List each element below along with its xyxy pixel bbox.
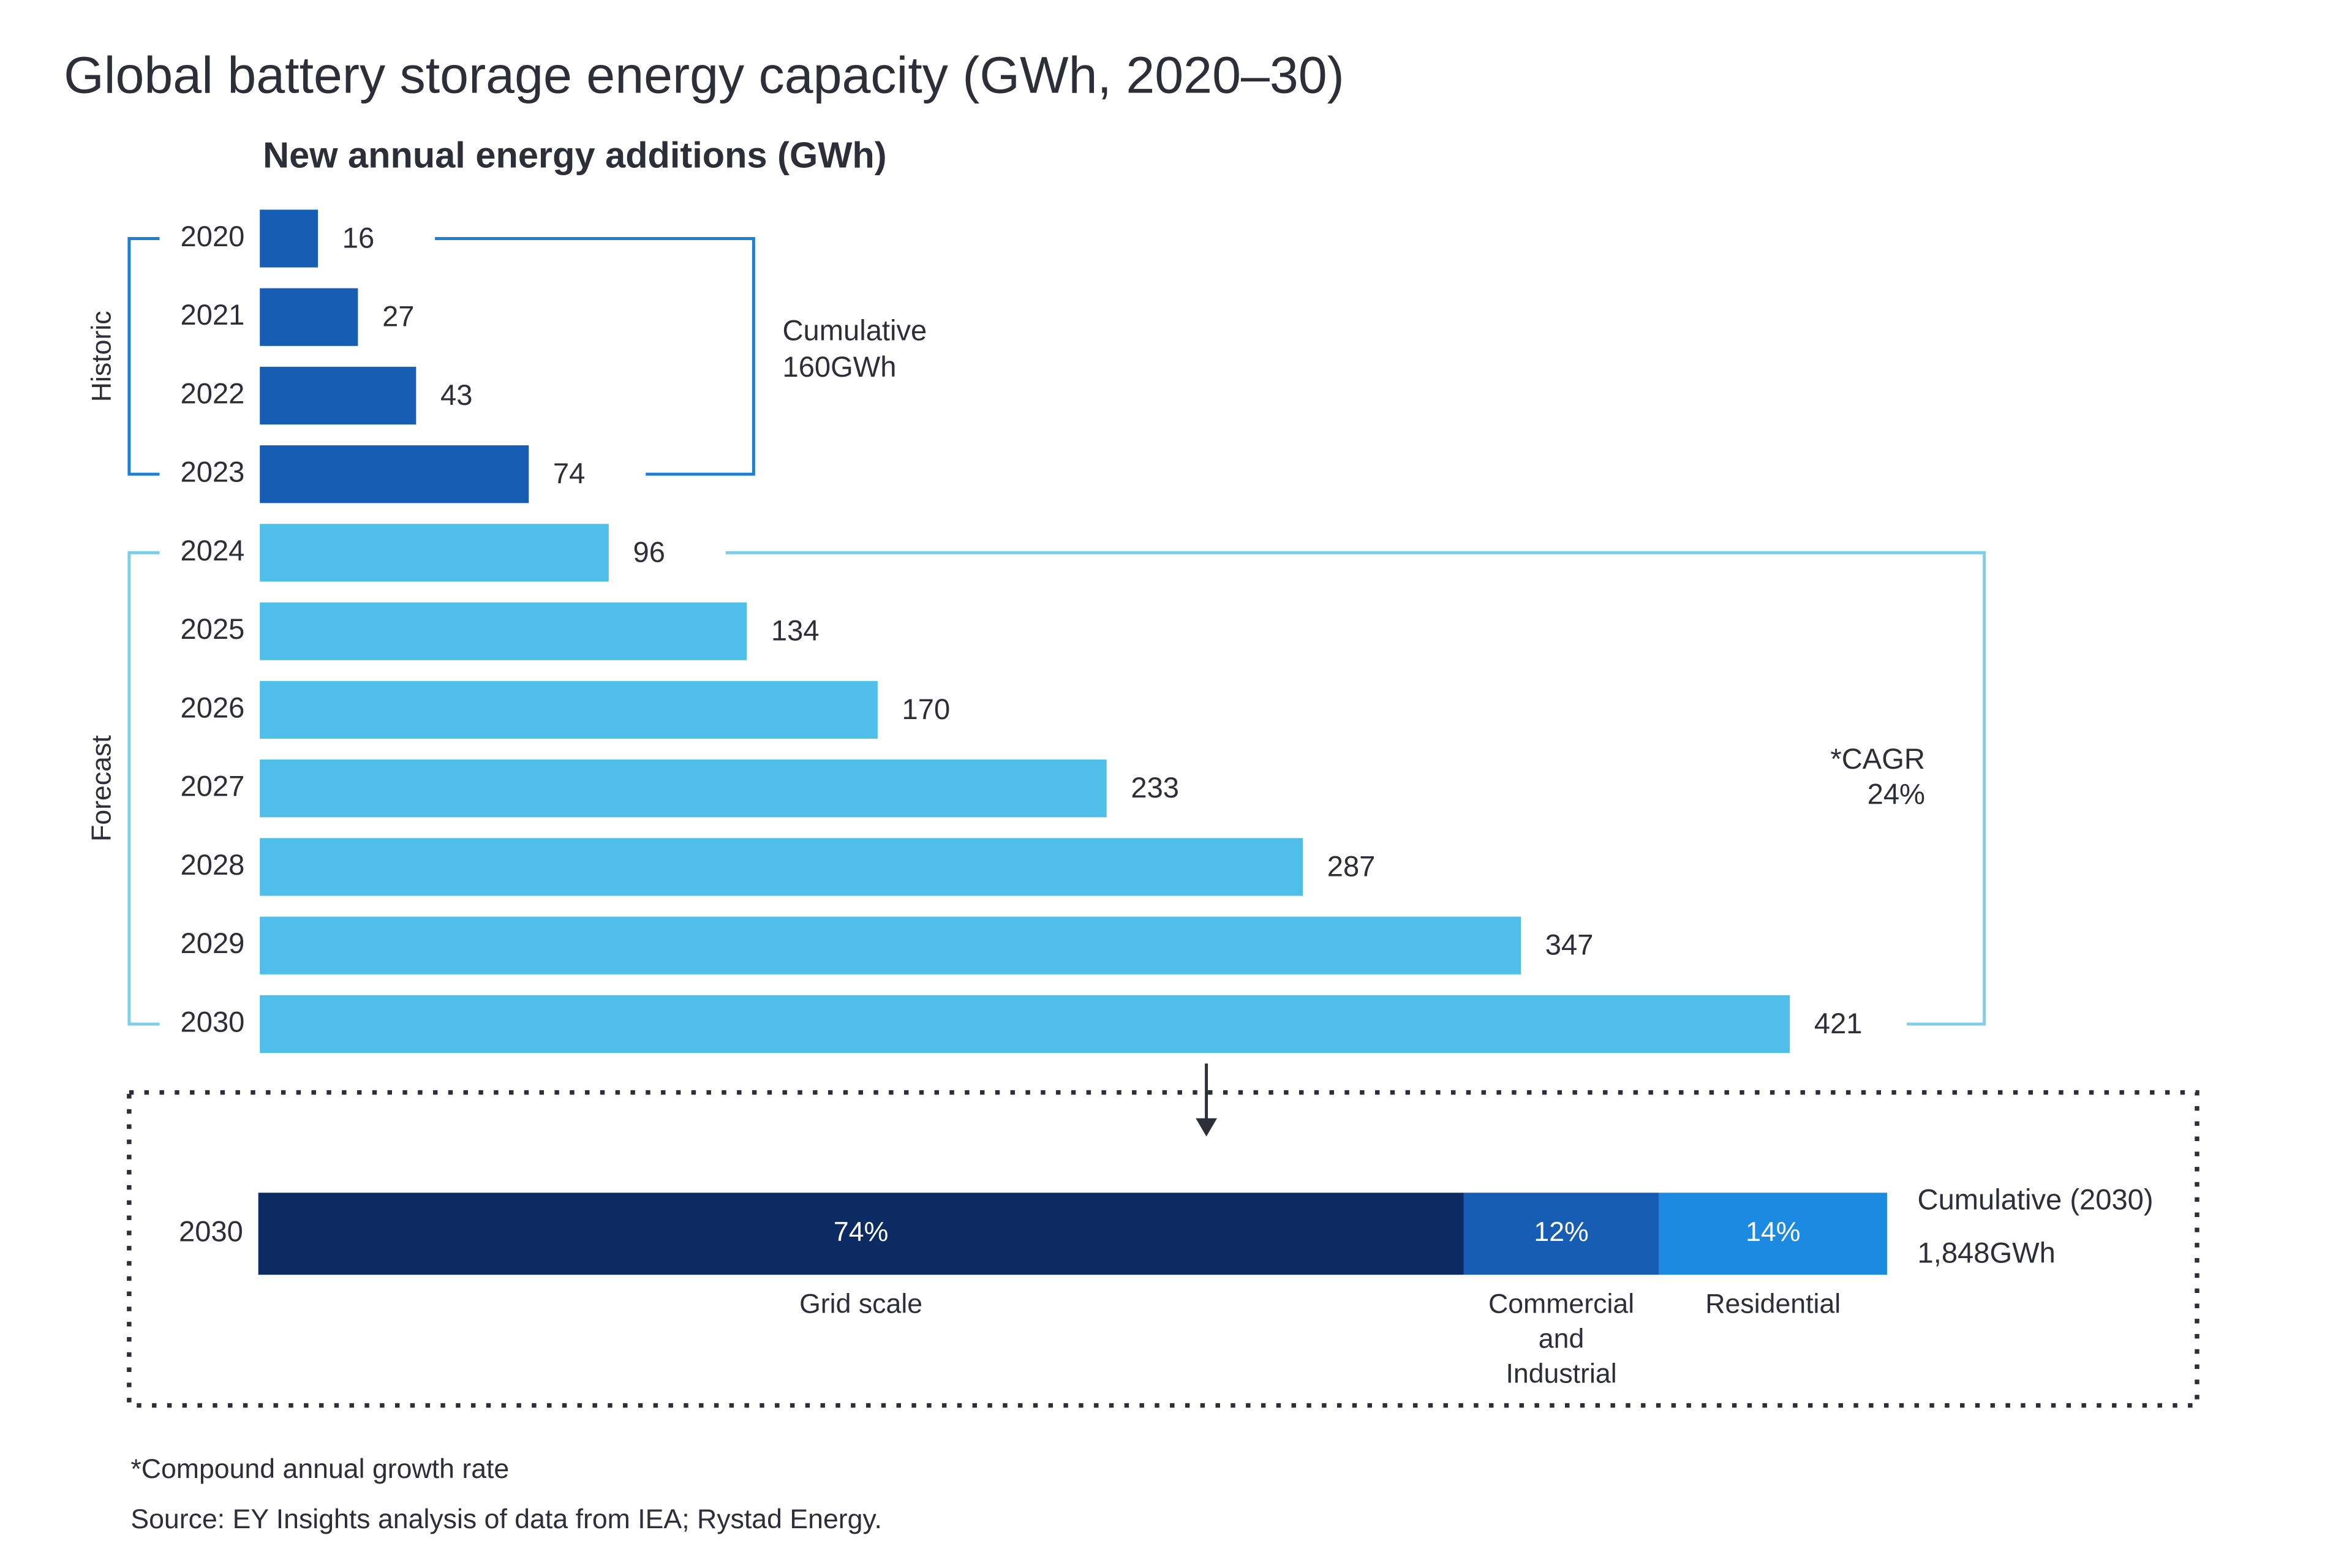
group-bracket-left <box>127 236 160 476</box>
dotted-box <box>127 1090 2199 1408</box>
group-note: *CAGR <box>1830 742 1925 775</box>
y-tick-label: 2025 <box>181 612 245 645</box>
legend-entry-box: Residential <box>1705 1288 1841 1319</box>
value-label: 421 <box>1814 1007 1863 1039</box>
value-label: 96 <box>633 535 665 568</box>
y-tick-label: 2026 <box>181 691 245 723</box>
segment-label: 12% <box>1534 1217 1588 1247</box>
bar <box>260 602 747 660</box>
y-tick-label: 2027 <box>181 770 245 802</box>
y-tick-label: 2029 <box>181 927 245 959</box>
legend-entry: Commercial and Industrial <box>1488 1288 1635 1389</box>
y-tick-label: 2021 <box>181 298 245 331</box>
bar <box>260 680 878 739</box>
bar <box>260 760 1107 818</box>
bar <box>260 366 417 425</box>
group-label: Historic <box>86 311 116 402</box>
segment-label: 74% <box>834 1217 888 1247</box>
bar <box>260 916 1521 974</box>
value-label: 27 <box>382 300 414 333</box>
segment-label: 14% <box>1746 1217 1800 1247</box>
y-tick-label: 2024 <box>181 534 245 567</box>
stacked-segment <box>258 1193 1464 1275</box>
chart-subtitle: New annual energy additions (GWh) <box>263 135 886 176</box>
y-tick-label: 2020 <box>181 220 245 252</box>
value-label: 74 <box>553 457 585 489</box>
value-label: 134 <box>771 614 820 647</box>
annotation: Cumulative (2030) <box>1918 1183 2154 1216</box>
value-label: 16 <box>342 221 374 254</box>
y-tick-label: 2023 <box>181 456 245 488</box>
group-bracket-right <box>435 236 755 476</box>
legend-entry: Residential <box>1705 1288 1841 1319</box>
y-tick-label: 2030 <box>181 1005 245 1038</box>
source: Source: EY Insights analysis of data fro… <box>130 1504 882 1534</box>
legend-entry-box: Commercial and Industrial <box>1488 1288 1635 1389</box>
value-label: 170 <box>902 693 951 725</box>
group-bracket-left <box>127 551 160 1026</box>
bar <box>260 524 609 582</box>
group-bracket-right <box>725 551 1986 1026</box>
chart-title: Global battery storage energy capacity (… <box>64 46 1344 104</box>
y-tick-label: 2022 <box>181 377 245 409</box>
stacked-segment <box>1463 1193 1659 1275</box>
group-note: 24% <box>1868 777 1925 810</box>
value-label: 347 <box>1545 929 1594 961</box>
group-note: 160GWh <box>783 350 897 383</box>
bar <box>260 209 318 268</box>
group-label: Forecast <box>86 735 116 842</box>
legend-entry-box: Grid scale <box>799 1288 923 1319</box>
y-tick-label: 2030 <box>179 1215 243 1248</box>
y-tick-label: 2028 <box>181 848 245 881</box>
annotation: 1,848GWh <box>1918 1236 2056 1268</box>
value-label: 43 <box>440 379 472 411</box>
footnote: *Compound annual growth rate <box>130 1454 509 1484</box>
bar <box>260 288 358 346</box>
value-label: 233 <box>1131 771 1179 804</box>
group-note: Cumulative <box>783 314 927 347</box>
bar <box>260 995 1790 1054</box>
value-label: 287 <box>1327 850 1376 882</box>
bar <box>260 445 529 503</box>
legend-entry: Grid scale <box>799 1288 923 1319</box>
bar <box>260 838 1303 896</box>
stacked-segment <box>1659 1193 1887 1275</box>
arrow-head <box>1196 1118 1217 1137</box>
